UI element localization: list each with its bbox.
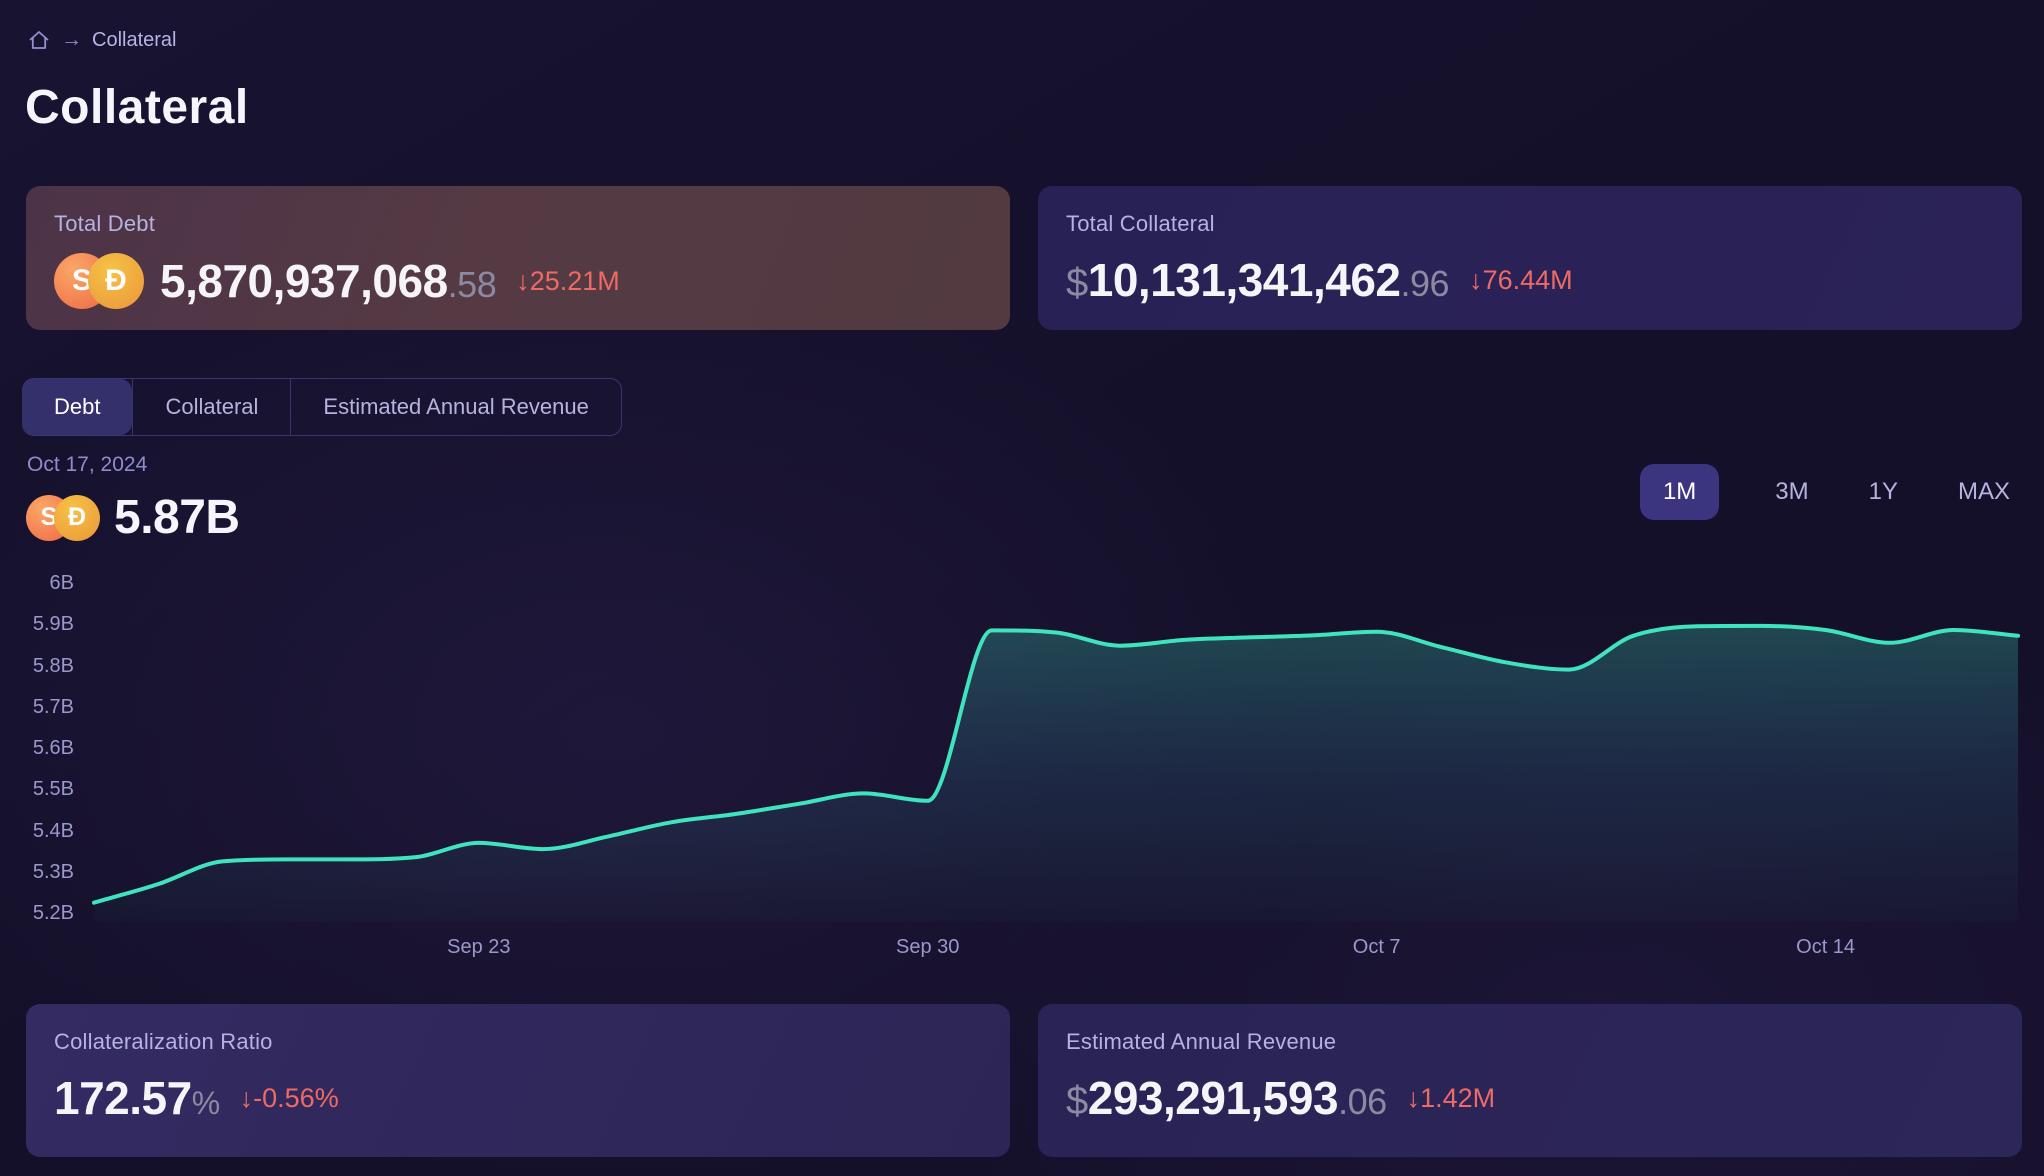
y-tick-label: 5.2B [32, 902, 74, 924]
x-tick-label: Sep 23 [447, 936, 511, 958]
total-debt-card: Total Debt S Đ 5,870,937,068.58 ↓25.21M [26, 186, 1010, 330]
range-max-button[interactable]: MAX [1957, 478, 2010, 505]
chart-hover-value-row: S Đ 5.87B [26, 490, 240, 545]
breadcrumb: → Collateral [27, 28, 176, 52]
time-range-selector: 1M 3M 1Y MAX [1639, 464, 2014, 520]
total-collateral-label: Total Collateral [1066, 211, 1215, 236]
total-collateral-delta: ↓76.44M [1469, 264, 1573, 295]
token-pair-icon-small: S Đ [26, 494, 100, 541]
estimated-annual-revenue-card: Estimated Annual Revenue $293,291,593.06… [1038, 1004, 2022, 1157]
chart-area-fill [94, 625, 2018, 922]
total-debt-label: Total Debt [54, 211, 156, 236]
x-tick-label: Oct 14 [1796, 936, 1856, 958]
page-title: Collateral [25, 81, 249, 134]
total-debt-delta: ↓25.21M [516, 265, 620, 296]
total-collateral-value: $10,131,341,462.96 [1066, 254, 1450, 306]
range-1y-button[interactable]: 1Y [1868, 478, 1898, 505]
revenue-value: $293,291,593.06 [1066, 1072, 1387, 1124]
y-tick-label: 5.6B [32, 737, 74, 759]
tab-debt[interactable]: Debt [22, 379, 133, 435]
revenue-label: Estimated Annual Revenue [1066, 1029, 1337, 1054]
x-tick-label: Sep 30 [896, 936, 960, 958]
dai-icon: Đ [54, 494, 100, 541]
ratio-value: 172.57% [54, 1072, 220, 1124]
breadcrumb-current: Collateral [92, 28, 177, 51]
chart-metric-tabs: Debt Collateral Estimated Annual Revenue [22, 378, 622, 436]
ratio-delta: ↓-0.56% [239, 1082, 339, 1113]
chart-hover-value: 5.87B [114, 491, 240, 544]
range-1m-button[interactable]: 1M [1639, 464, 1720, 520]
collateralization-ratio-card: Collateralization Ratio 172.57% ↓-0.56% [26, 1004, 1010, 1157]
y-tick-label: 5.9B [32, 613, 74, 636]
breadcrumb-arrow-icon: → [61, 28, 82, 51]
range-3m-button[interactable]: 3M [1775, 478, 1809, 505]
y-tick-label: 6B [49, 572, 74, 594]
y-tick-label: 5.5B [32, 778, 74, 801]
x-tick-label: Oct 7 [1352, 936, 1401, 958]
chart-line [92, 623, 2020, 905]
debt-chart[interactable]: 6B 5.9B 5.8B 5.7B 5.6B 5.5B 5.4B 5.3B 5.2B Sep 2… [0, 570, 2044, 962]
y-tick-label: 5.3B [32, 860, 74, 883]
home-icon[interactable] [27, 28, 51, 52]
revenue-delta: ↓1.42M [1406, 1082, 1496, 1113]
total-collateral-card: Total Collateral $10,131,341,462.96 ↓76.… [1038, 186, 2022, 330]
y-tick-label: 5.7B [32, 695, 74, 718]
chart-hover-date: Oct 17, 2024 [27, 453, 148, 476]
debt-chart-canvas[interactable] [0, 570, 2044, 962]
tab-collateral[interactable]: Collateral [132, 379, 290, 435]
y-tick-label: 5.8B [32, 654, 74, 677]
dai-icon: Đ [88, 253, 144, 309]
y-tick-label: 5.4B [32, 819, 74, 842]
tab-estimated-annual-revenue[interactable]: Estimated Annual Revenue [290, 379, 620, 435]
ratio-label: Collateralization Ratio [54, 1029, 273, 1054]
token-pair-icon: S Đ [54, 253, 144, 309]
total-debt-value: 5,870,937,068.58 [160, 255, 497, 307]
